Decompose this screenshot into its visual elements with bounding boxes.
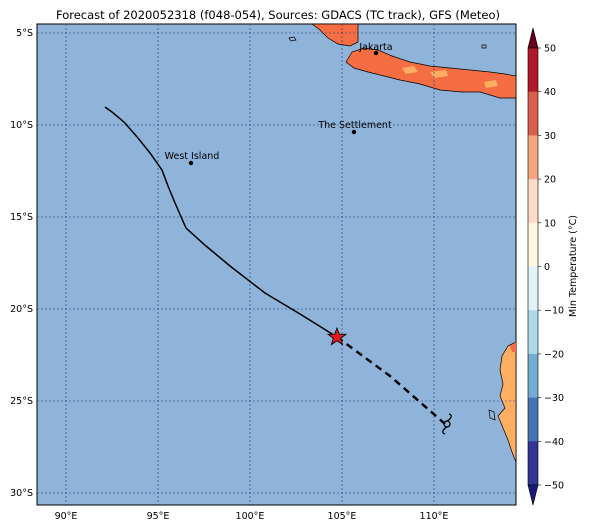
- star-icon: [326, 326, 348, 346]
- land-java-highland: [402, 66, 498, 88]
- colorbar-tick-label: −50: [544, 481, 564, 492]
- land-australia: [497, 341, 517, 463]
- lon-tick: 95°E: [147, 511, 170, 522]
- colorbar-tick-label: −20: [544, 349, 564, 360]
- lat-tick: 25°S: [10, 396, 33, 407]
- colorbar-tick-label: 40: [544, 87, 556, 98]
- place-marker-the-settlement: [351, 129, 357, 135]
- colorbar-tick-label: 10: [544, 218, 556, 229]
- lon-tick: 105°E: [328, 511, 357, 522]
- colorbar-label: Min Temperature (°C): [568, 215, 579, 317]
- colorbar-extend-max: [527, 27, 539, 49]
- lat-tick: 5°S: [16, 28, 33, 39]
- colorbar-band: [528, 222, 538, 267]
- land-layer: [288, 23, 517, 463]
- ocean: [36, 23, 517, 506]
- map-title: Forecast of 2020052318 (f048-054), Sourc…: [56, 8, 500, 22]
- lon-ticks: 90°E 95°E 100°E 105°E 110°E: [55, 511, 449, 522]
- colorbar-band: [528, 397, 538, 442]
- colorbar-bands: [527, 27, 539, 506]
- lat-tick: 10°S: [10, 120, 33, 131]
- colorbar-ticks: 50 40 30 20 10 0 −10 −20 −30 −40 −50: [538, 44, 564, 492]
- place-marker-jakarta: [373, 50, 379, 56]
- lat-ticks: 5°S 10°S 15°S 20°S 25°S 30°S: [10, 28, 33, 499]
- colorbar-band: [528, 441, 538, 486]
- colorbar-tick-label: 0: [544, 262, 550, 273]
- land-australia-hot: [510, 342, 516, 352]
- colorbar-extend-min: [527, 484, 539, 506]
- place-label-jakarta: Jakarta: [358, 42, 392, 53]
- lon-tick: 100°E: [236, 511, 265, 522]
- land-islet: [488, 409, 496, 421]
- land-islet: [481, 44, 487, 49]
- colorbar-band: [528, 135, 538, 180]
- colorbar-band: [528, 353, 538, 399]
- land-islet: [288, 36, 297, 42]
- forecast-track-line: [336, 336, 446, 425]
- colorbar-band: [528, 310, 538, 355]
- lat-tick: 20°S: [10, 304, 33, 315]
- land-sumatra: [310, 23, 359, 47]
- colorbar-tick-label: 30: [544, 131, 556, 142]
- colorbar-band: [528, 48, 538, 93]
- place-label-west-island: West Island: [165, 151, 220, 162]
- colorbar-band: [528, 179, 538, 224]
- place-label-the-settlement: The Settlement: [317, 120, 392, 131]
- lon-tick: 90°E: [55, 511, 78, 522]
- colorbar-tick-label: −10: [544, 306, 564, 317]
- graticule: [37, 24, 516, 505]
- cyclone-icon: [442, 413, 452, 435]
- lat-tick: 30°S: [10, 488, 33, 499]
- colorbar-tick-label: −40: [544, 437, 564, 448]
- lat-tick: 15°S: [10, 212, 33, 223]
- places-layer: Jakarta The Settlement West Island: [165, 42, 393, 166]
- colorbar-band: [528, 266, 538, 311]
- colorbar-tick-label: −30: [544, 393, 564, 404]
- past-track-line: [104, 106, 338, 338]
- colorbar-tick-label: 50: [544, 44, 556, 55]
- colorbar-tick-label: 20: [544, 175, 556, 186]
- colorbar-band: [528, 91, 538, 136]
- lon-tick: 110°E: [420, 511, 449, 522]
- place-marker-west-island: [188, 160, 194, 166]
